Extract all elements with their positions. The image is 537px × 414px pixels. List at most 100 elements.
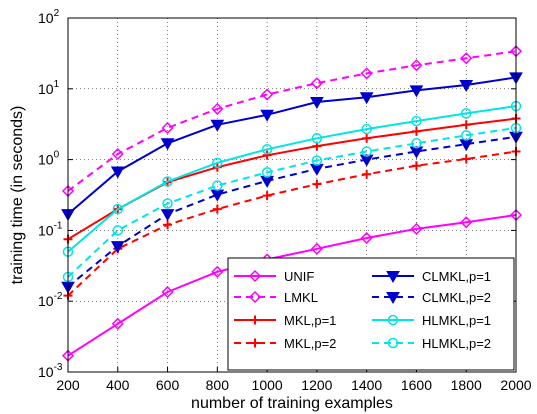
data-point-lmkl: [211, 102, 224, 115]
legend-marker: [248, 269, 262, 283]
legend-label: HLMKL,p=2: [422, 336, 491, 351]
data-point-hlmkl-p-1: [212, 157, 223, 169]
x-tick-label: 1400: [351, 377, 382, 393]
y-tick-base: 10: [38, 293, 54, 309]
data-point-hlmkl-p-1: [361, 123, 372, 135]
data-point-clmkl-p-1: [459, 80, 474, 93]
legend-label: MKL,p=1: [284, 313, 336, 328]
data-point-mkl-p-2: [461, 154, 471, 164]
series-line-hlmkl-p-2: [67, 126, 517, 278]
x-tick-label: 200: [56, 377, 80, 393]
plot-frame: [67, 17, 517, 373]
data-point-unif: [410, 222, 423, 235]
data-point-lmkl: [261, 88, 274, 101]
data-point-hlmkl-p-1: [311, 133, 323, 144]
data-point-unif: [111, 317, 124, 330]
data-point-mkl-p-2: [312, 179, 322, 189]
legend-item-lmkl: LMKL: [234, 290, 318, 305]
y-tick-base: 10: [38, 364, 54, 380]
legend-label: HLMKL,p=1: [422, 313, 491, 328]
series-hlmkl-p-2: [62, 122, 522, 283]
series-line-clmkl-p-2: [67, 135, 517, 288]
y-tick-label: 102: [38, 8, 60, 26]
data-point-hlmkl-p-2: [411, 138, 422, 149]
data-point-unif: [360, 231, 373, 245]
data-point-mkl-p-2: [362, 169, 372, 179]
data-point-clmkl-p-1: [160, 138, 175, 151]
y-tick-label: 100: [38, 150, 60, 168]
data-point-clmkl-p-2: [160, 209, 175, 222]
data-point-hlmkl-p-1: [112, 203, 124, 215]
y-axis-label: training time (in seconds): [9, 106, 26, 285]
data-point-hlmkl-p-1: [162, 176, 173, 187]
x-tick-label: 1000: [252, 377, 283, 393]
data-point-lmkl: [310, 77, 323, 90]
series-line-lmkl: [67, 50, 517, 192]
y-tick-label: 101: [38, 79, 60, 97]
legend-marker: [248, 290, 262, 304]
data-point-lmkl: [360, 67, 373, 80]
x-tick-label: 1200: [301, 377, 332, 393]
data-point-clmkl-p-1: [210, 119, 225, 132]
series-line-unif: [67, 214, 517, 357]
data-point-mkl-p-2: [411, 161, 421, 171]
y-tick-base: 10: [38, 152, 54, 168]
series-line-hlmkl-p-1: [67, 105, 517, 253]
legend-item-hlmkl-p-1: HLMKL,p=1: [372, 313, 491, 328]
legend-marker: [387, 337, 399, 349]
data-point-unif: [310, 242, 323, 255]
data-point-clmkl-p-2: [359, 154, 374, 167]
data-point-hlmkl-p-1: [411, 115, 422, 127]
legend-label: CLMKL,p=2: [422, 290, 491, 305]
data-point-clmkl-p-1: [359, 92, 374, 105]
x-tick-label: 1800: [451, 377, 482, 393]
data-point-clmkl-p-2: [409, 146, 424, 159]
data-point-mkl-p-2: [212, 204, 222, 214]
legend-marker: [386, 271, 400, 284]
legend-item-clmkl-p-1: CLMKL,p=1: [372, 269, 491, 284]
data-point-clmkl-p-1: [310, 97, 324, 110]
legend-marker: [386, 292, 400, 305]
data-point-hlmkl-p-2: [162, 198, 173, 209]
legend-item-mkl-p-1: MKL,p=1: [234, 313, 336, 328]
legend: UNIF LMKL MKL,p=1 MKL,p=2 CLMKL,p=1 CLMKL,p=2…: [227, 257, 515, 371]
data-point-mkl-p-2: [262, 191, 272, 201]
data-point-unif: [460, 216, 473, 229]
data-point-lmkl: [161, 121, 174, 135]
data-point-clmkl-p-1: [260, 109, 274, 122]
y-tick-label: 10-2: [38, 291, 63, 309]
legend-item-mkl-p-2: MKL,p=2: [234, 336, 336, 351]
legend-item-hlmkl-p-2: HLMKL,p=2: [372, 336, 491, 351]
legend-label: LMKL: [284, 290, 318, 305]
data-point-lmkl: [460, 52, 473, 65]
data-point-hlmkl-p-2: [361, 146, 372, 157]
data-point-mkl-p-1: [411, 126, 421, 136]
data-point-hlmkl-p-2: [212, 180, 223, 191]
data-point-unif: [161, 285, 174, 299]
legend-marker: [387, 314, 399, 326]
data-point-mkl-p-1: [262, 150, 272, 160]
data-point-hlmkl-p-2: [112, 225, 124, 236]
x-axis-label: number of training examples: [191, 395, 393, 412]
data-point-lmkl: [111, 147, 124, 161]
data-point-lmkl: [410, 59, 423, 72]
data-point-clmkl-p-1: [409, 85, 424, 98]
series-line-clmkl-p-1: [67, 76, 517, 215]
y-tick-base: 10: [38, 81, 54, 97]
y-tick-exponent: -3: [54, 362, 63, 373]
x-ticks: 200 400 600 800 1000 1200 1400 1600 1800 2000: [56, 367, 532, 393]
y-tick-label: 10-3: [38, 362, 63, 380]
legend-label: MKL,p=2: [284, 336, 336, 351]
x-tick-label: 1600: [401, 377, 432, 393]
legend-item-clmkl-p-2: CLMKL,p=2: [372, 290, 491, 305]
y-tick-exponent: 2: [54, 8, 60, 19]
data-point-unif: [211, 265, 224, 278]
data-point-hlmkl-p-2: [261, 167, 273, 178]
legend-marker: [250, 338, 260, 348]
y-tick-exponent: 0: [54, 150, 60, 161]
data-point-clmkl-p-1: [110, 166, 125, 179]
x-tick-label: 400: [106, 377, 130, 393]
y-tick-exponent: -2: [54, 291, 63, 302]
